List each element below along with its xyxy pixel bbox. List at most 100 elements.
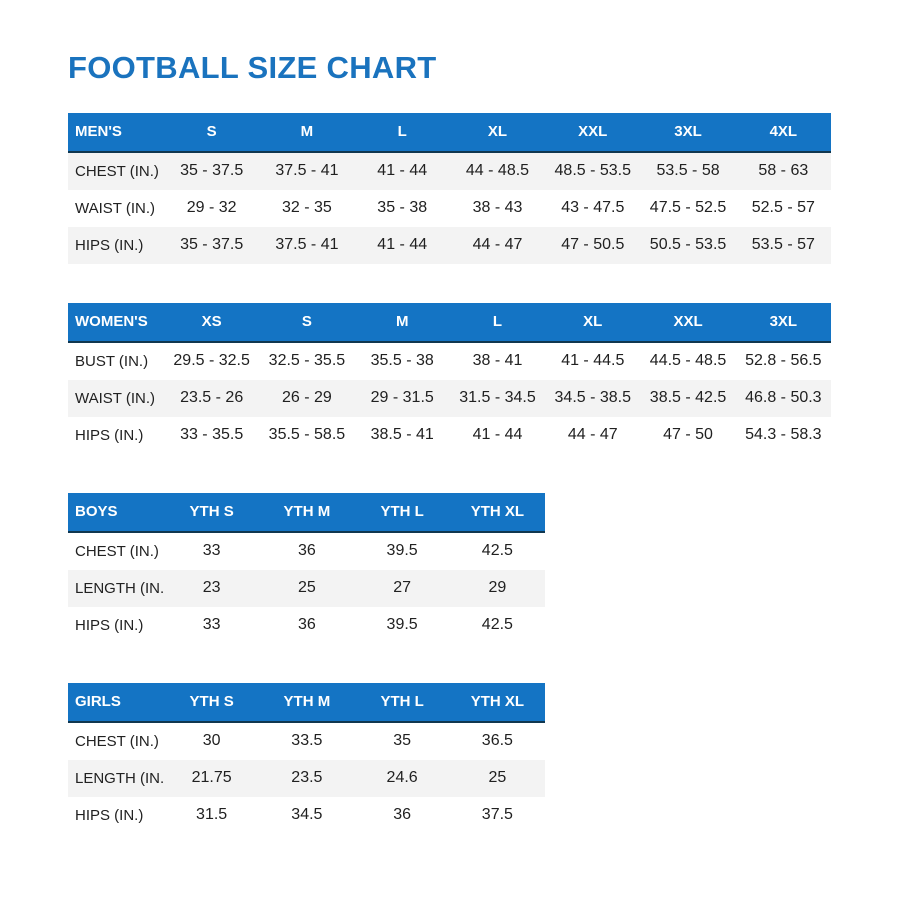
womens-row-waist-in: WAIST (IN.) 23.5 - 26 26 - 29 29 - 31.5 31.5… xyxy=(68,379,831,417)
measurement-value: 53.5 - 58 xyxy=(656,162,720,180)
mens-row-chest-in: CHEST (IN.) 35 - 37.5 37.5 - 41 41 - 44 44 -… xyxy=(68,152,831,190)
page-title: FOOTBALL SIZE CHART xyxy=(68,50,437,85)
measurement-value: 37.5 - 41 xyxy=(275,162,339,180)
measurement-value: 32 - 35 xyxy=(282,199,332,217)
womens-size-col-l: L xyxy=(492,313,503,331)
mens-row-waist-in: WAIST (IN.) 29 - 32 32 - 35 35 - 38 38 - 43 4… xyxy=(68,190,831,227)
measurement-value: 36 xyxy=(297,542,316,560)
measurement-value: 37.5 - 41 xyxy=(275,236,339,254)
row-label: HIPS (IN.) xyxy=(75,426,144,444)
measurement-value: 43 - 47.5 xyxy=(561,199,625,217)
girls-row-length-in: LENGTH (IN.) 21.75 23.5 24.6 25 xyxy=(68,759,545,797)
measurement-value: 38 - 43 xyxy=(472,199,523,217)
mens-size-col-4xl: 4XL xyxy=(769,123,798,141)
womens-size-col-xl: XL xyxy=(583,313,603,331)
measurement-value: 29 xyxy=(488,579,507,597)
mens-group-label: MEN'S xyxy=(75,123,122,141)
measurement-value: 42.5 xyxy=(481,616,513,634)
womens-size-col-s: S xyxy=(301,313,312,331)
girls-row-hips-in: HIPS (IN.) 31.5 34.5 36 37.5 xyxy=(68,797,545,834)
girls-header-row: GIRLS YTH S YTH M YTH L YTH XL xyxy=(68,682,545,723)
measurement-value: 41 - 44 xyxy=(377,236,428,254)
measurement-value: 33 xyxy=(202,616,221,634)
size-table-womens: WOMEN'S XS S M L XL XXL 3XL BUST (IN.) 29.5 - 32.… xyxy=(68,302,831,454)
measurement-value: 48.5 - 53.5 xyxy=(554,162,632,180)
measurement-value: 41 - 44 xyxy=(472,426,523,444)
measurement-value: 25 xyxy=(297,579,316,597)
measurement-value: 38.5 - 41 xyxy=(370,426,434,444)
row-label: BUST (IN.) xyxy=(75,352,149,370)
measurement-value: 31.5 xyxy=(196,806,228,824)
measurement-value: 32.5 - 35.5 xyxy=(268,352,346,370)
measurement-value: 41 - 44.5 xyxy=(561,352,625,370)
measurement-value: 52.5 - 57 xyxy=(751,199,815,217)
boys-size-col-yth-xl: YTH XL xyxy=(470,503,525,521)
womens-row-hips-in: HIPS (IN.) 33 - 35.5 35.5 - 58.5 38.5 - 41 4… xyxy=(68,417,831,454)
measurement-value: 33 xyxy=(202,542,221,560)
womens-header-row: WOMEN'S XS S M L XL XXL 3XL xyxy=(68,302,831,343)
womens-size-col-m: M xyxy=(395,313,409,331)
measurement-value: 38.5 - 42.5 xyxy=(649,389,727,407)
measurement-value: 47 - 50 xyxy=(663,426,713,444)
womens-size-col-3xl: 3XL xyxy=(769,313,798,331)
girls-size-col-yth-m: YTH M xyxy=(283,693,331,711)
measurement-value: 29 - 31.5 xyxy=(370,389,434,407)
size-table-girls: GIRLS YTH S YTH M YTH L YTH XL CHEST (IN.) 30 3… xyxy=(68,682,545,834)
measurement-value: 23 xyxy=(202,579,221,597)
boys-header-row: BOYS YTH S YTH M YTH L YTH XL xyxy=(68,492,545,533)
size-chart-page: FOOTBALL SIZE CHART MEN'S S M L XL XXL 3XL 4XL C… xyxy=(68,0,831,834)
measurement-value: 27 xyxy=(393,579,412,597)
girls-size-col-yth-s: YTH S xyxy=(189,693,234,711)
measurement-value: 36.5 xyxy=(481,732,513,750)
row-label: WAIST (IN.) xyxy=(75,389,155,407)
mens-header-row: MEN'S S M L XL XXL 3XL 4XL xyxy=(68,112,831,153)
girls-size-col-yth-l: YTH L xyxy=(380,693,424,711)
measurement-value: 26 - 29 xyxy=(282,389,332,407)
measurement-value: 35 xyxy=(393,732,412,750)
boys-row-length-in: LENGTH (IN.) 23 25 27 29 xyxy=(68,569,545,607)
size-table-boys: BOYS YTH S YTH M YTH L YTH XL CHEST (IN.) 33 36… xyxy=(68,492,545,644)
measurement-value: 23.5 xyxy=(291,769,323,787)
womens-size-col-xxl: XXL xyxy=(673,313,703,331)
measurement-value: 35.5 - 58.5 xyxy=(268,426,346,444)
girls-group-label: GIRLS xyxy=(75,693,121,711)
mens-size-col-xxl: XXL xyxy=(578,123,608,141)
measurement-value: 33.5 xyxy=(291,732,323,750)
mens-size-col-m: M xyxy=(300,123,314,141)
measurement-value: 34.5 xyxy=(291,806,323,824)
measurement-value: 47.5 - 52.5 xyxy=(649,199,727,217)
womens-size-col-xs: XS xyxy=(201,313,222,331)
womens-group-label: WOMEN'S xyxy=(75,313,148,331)
measurement-value: 30 xyxy=(202,732,221,750)
row-label: HIPS (IN.) xyxy=(75,806,144,824)
measurement-value: 47 - 50.5 xyxy=(561,236,625,254)
measurement-value: 42.5 xyxy=(481,542,513,560)
measurement-value: 37.5 xyxy=(481,806,513,824)
measurement-value: 54.3 - 58.3 xyxy=(745,426,822,444)
measurement-value: 36 xyxy=(297,616,316,634)
mens-size-col-xl: XL xyxy=(487,123,508,141)
row-label: HIPS (IN.) xyxy=(75,616,144,634)
row-label: LENGTH (IN.) xyxy=(75,769,164,787)
girls-row-chest-in: CHEST (IN.) 30 33.5 35 36.5 xyxy=(68,723,545,760)
row-label: CHEST (IN.) xyxy=(75,732,159,750)
measurement-value: 21.75 xyxy=(191,769,232,787)
row-label: CHEST (IN.) xyxy=(75,162,159,180)
measurement-value: 38 - 41 xyxy=(472,352,523,370)
boys-group-label: BOYS xyxy=(75,503,118,521)
measurement-value: 35 - 38 xyxy=(377,199,428,217)
measurement-value: 39.5 xyxy=(386,542,418,560)
measurement-value: 44 - 47 xyxy=(472,236,523,254)
boys-size-col-yth-s: YTH S xyxy=(189,503,234,521)
measurement-value: 23.5 - 26 xyxy=(180,389,244,407)
womens-row-bust-in: BUST (IN.) 29.5 - 32.5 32.5 - 35.5 35.5 - 3… xyxy=(68,343,831,380)
measurement-value: 34.5 - 38.5 xyxy=(554,389,632,407)
measurement-value: 35 - 37.5 xyxy=(180,162,244,180)
measurement-value: 39.5 xyxy=(386,616,418,634)
measurement-value: 44 - 47 xyxy=(567,426,618,444)
measurement-value: 29 - 32 xyxy=(186,199,237,217)
measurement-value: 44 - 48.5 xyxy=(465,162,530,180)
measurement-value: 35.5 - 38 xyxy=(370,352,434,370)
measurement-value: 53.5 - 57 xyxy=(751,236,815,254)
row-label: HIPS (IN.) xyxy=(75,236,144,254)
